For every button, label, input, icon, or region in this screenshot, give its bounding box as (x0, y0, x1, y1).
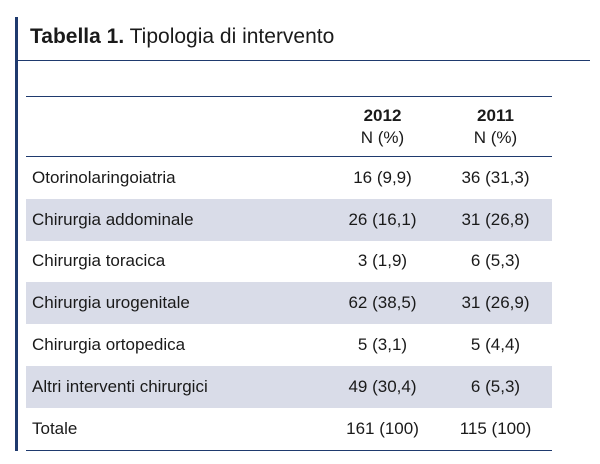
header-2011-unit: N (%) (473, 127, 518, 147)
row-value-2011: 6 (5,3) (470, 251, 521, 271)
row-label: Chirurgia ortopedica (32, 335, 186, 355)
data-table: 2012 N (%) 2011 N (%) Otorinolaringoiatr… (26, 96, 552, 451)
header-2011-year: 2011 (477, 105, 514, 125)
table-body: Otorinolaringoiatria 16 (9,9) 36 (31,3) … (26, 157, 552, 451)
row-value-2011: 31 (26,8) (439, 198, 552, 241)
table-row: Altri interventi chirurgici 49 (30,4) 6 … (26, 365, 552, 408)
row-label: Altri interventi chirurgici (26, 365, 326, 408)
header-row: 2012 N (%) 2011 N (%) (26, 96, 552, 157)
row-label: Chirurgia addominale (26, 198, 326, 241)
row-value-2011: 36 (31,3) (461, 167, 530, 187)
header-2012-year: 2012 (363, 105, 402, 125)
table-row: Chirurgia addominale 26 (16,1) 31 (26,8) (26, 198, 552, 241)
table-title: Tabella 1. Tipologia di intervento (30, 22, 334, 52)
row-value-2012: 62 (38,5) (326, 282, 439, 325)
table-container: 2012 N (%) 2011 N (%) Otorinolaringoiatr… (26, 96, 552, 451)
total-label: Totale (32, 418, 78, 438)
row-label: Chirurgia toracica (32, 251, 166, 271)
row-value-2012: 26 (16,1) (326, 198, 439, 241)
header-2011: 2011 N (%) (439, 97, 552, 157)
row-value-2012: 49 (30,4) (326, 365, 439, 408)
row-value-2011: 6 (5,3) (439, 365, 552, 408)
header-2012: 2012 N (%) (326, 97, 439, 157)
table-row: Chirurgia urogenitale 62 (38,5) 31 (26,9… (26, 282, 552, 325)
table-row: Chirurgia ortopedica 5 (3,1) 5 (4,4) (26, 324, 552, 366)
header-2012-unit: N (%) (360, 127, 405, 147)
table-header: 2012 N (%) 2011 N (%) (26, 96, 552, 157)
row-value-2012: 5 (3,1) (357, 335, 408, 355)
header-empty-cell (26, 97, 326, 157)
row-label: Chirurgia urogenitale (26, 282, 326, 325)
table-row: Chirurgia toracica 3 (1,9) 6 (5,3) (26, 241, 552, 283)
row-label: Otorinolaringoiatria (32, 167, 176, 187)
table-title-text: Tipologia di intervento (129, 25, 335, 48)
total-value-2012: 161 (100) (346, 418, 419, 438)
row-value-2012: 16 (9,9) (353, 167, 412, 187)
total-row: Totale 161 (100) 115 (100) (26, 408, 552, 451)
total-value-2011: 115 (100) (459, 418, 532, 438)
table-title-number: Tabella 1. (30, 25, 125, 48)
table-row: Otorinolaringoiatria 16 (9,9) 36 (31,3) (26, 157, 552, 199)
title-divider (18, 60, 590, 61)
left-accent-bar (15, 17, 18, 451)
row-value-2012: 3 (1,9) (357, 251, 408, 271)
row-value-2011: 31 (26,9) (439, 282, 552, 325)
row-value-2011: 5 (4,4) (470, 335, 521, 355)
